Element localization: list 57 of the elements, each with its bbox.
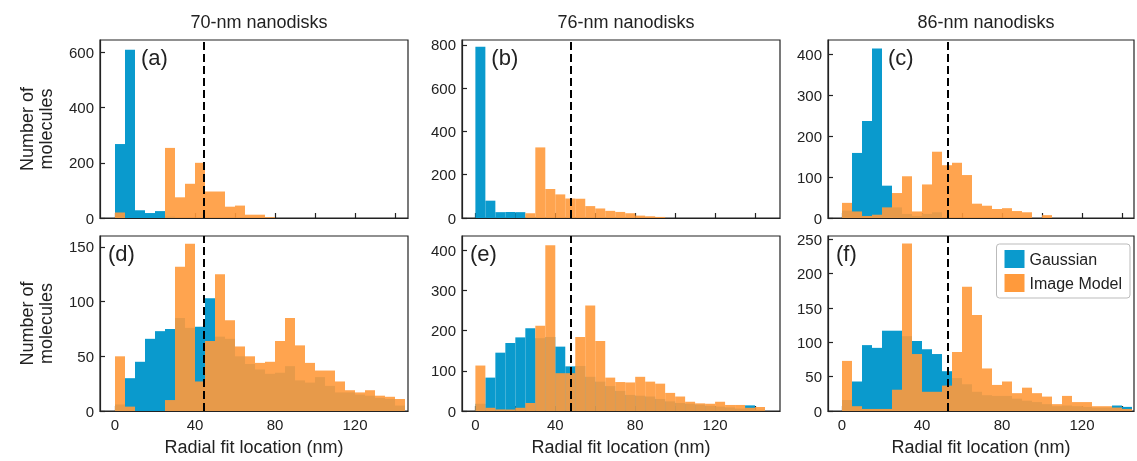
annotation: (c) — [888, 44, 914, 70]
chart-title: 76-nm nanodisks — [557, 12, 695, 32]
y-tick-label: 200 — [796, 127, 822, 145]
y-tick-label: 300 — [430, 281, 456, 299]
x-tick-label: 120 — [1069, 416, 1095, 433]
x-axis-title: Radial fit location (nm) — [531, 437, 711, 457]
y-tick-label: 400 — [796, 45, 822, 63]
x-tick-label: 120 — [342, 416, 368, 433]
y-tick-label: 400 — [430, 241, 456, 259]
y-tick-label: 400 — [430, 122, 456, 140]
y-tick-label: 600 — [68, 43, 94, 61]
annotation: (a) — [141, 44, 168, 70]
x-tick-label: 40 — [546, 416, 564, 433]
y-tick-label: 800 — [430, 36, 456, 54]
annotation: (f) — [836, 240, 857, 266]
y-tick-label: 150 — [796, 299, 822, 317]
y-tick-label: 400 — [68, 99, 94, 117]
x-tick-label: 0 — [837, 416, 847, 433]
x-tick-label: 80 — [993, 416, 1011, 433]
legend-label: Gaussian — [1029, 250, 1098, 268]
y-tick-label: 0 — [813, 402, 822, 420]
y-tick-label: 600 — [430, 79, 456, 97]
annotation: (d) — [108, 240, 135, 266]
y-tick-label: 200 — [796, 265, 822, 283]
legend-label: Image Model — [1029, 274, 1123, 292]
annotation: (e) — [470, 240, 497, 266]
y-tick-label: 0 — [447, 209, 456, 227]
chart-title: 70-nm nanodisks — [190, 12, 328, 32]
y-tick-label: 50 — [805, 368, 822, 386]
x-tick-label: 80 — [266, 416, 284, 433]
x-tick-label: 0 — [471, 416, 480, 433]
y-tick-label: 0 — [447, 402, 456, 420]
y-tick-label: 100 — [430, 362, 456, 380]
x-tick-label: 40 — [186, 416, 204, 433]
y-tick-label: 250 — [796, 230, 822, 248]
x-tick-label: 120 — [702, 416, 728, 433]
x-tick-label: 80 — [626, 416, 644, 433]
y-tick-label: 100 — [796, 168, 822, 186]
y-tick-label: 150 — [68, 238, 94, 256]
x-tick-label: 40 — [913, 416, 931, 433]
y-tick-label: 0 — [85, 402, 94, 420]
x-axis-title: Radial fit location (nm) — [164, 437, 344, 457]
y-axis-title: Number of molecules — [16, 85, 56, 172]
y-tick-label: 50 — [77, 347, 94, 365]
chart-title: 86-nm nanodisks — [917, 12, 1055, 32]
x-axis-title: Radial fit location (nm) — [891, 437, 1071, 457]
y-tick-label: 200 — [430, 166, 456, 184]
y-tick-label: 200 — [68, 154, 94, 172]
x-tick-label: 0 — [110, 416, 120, 433]
y-tick-label: 0 — [85, 209, 94, 227]
y-tick-label: 200 — [430, 322, 456, 340]
annotation: (b) — [491, 44, 519, 70]
y-tick-label: 100 — [68, 293, 94, 311]
y-axis-title: Number of molecules — [16, 280, 56, 366]
y-tick-label: 300 — [796, 86, 822, 104]
y-tick-label: 0 — [813, 209, 822, 227]
y-tick-label: 100 — [796, 333, 822, 351]
